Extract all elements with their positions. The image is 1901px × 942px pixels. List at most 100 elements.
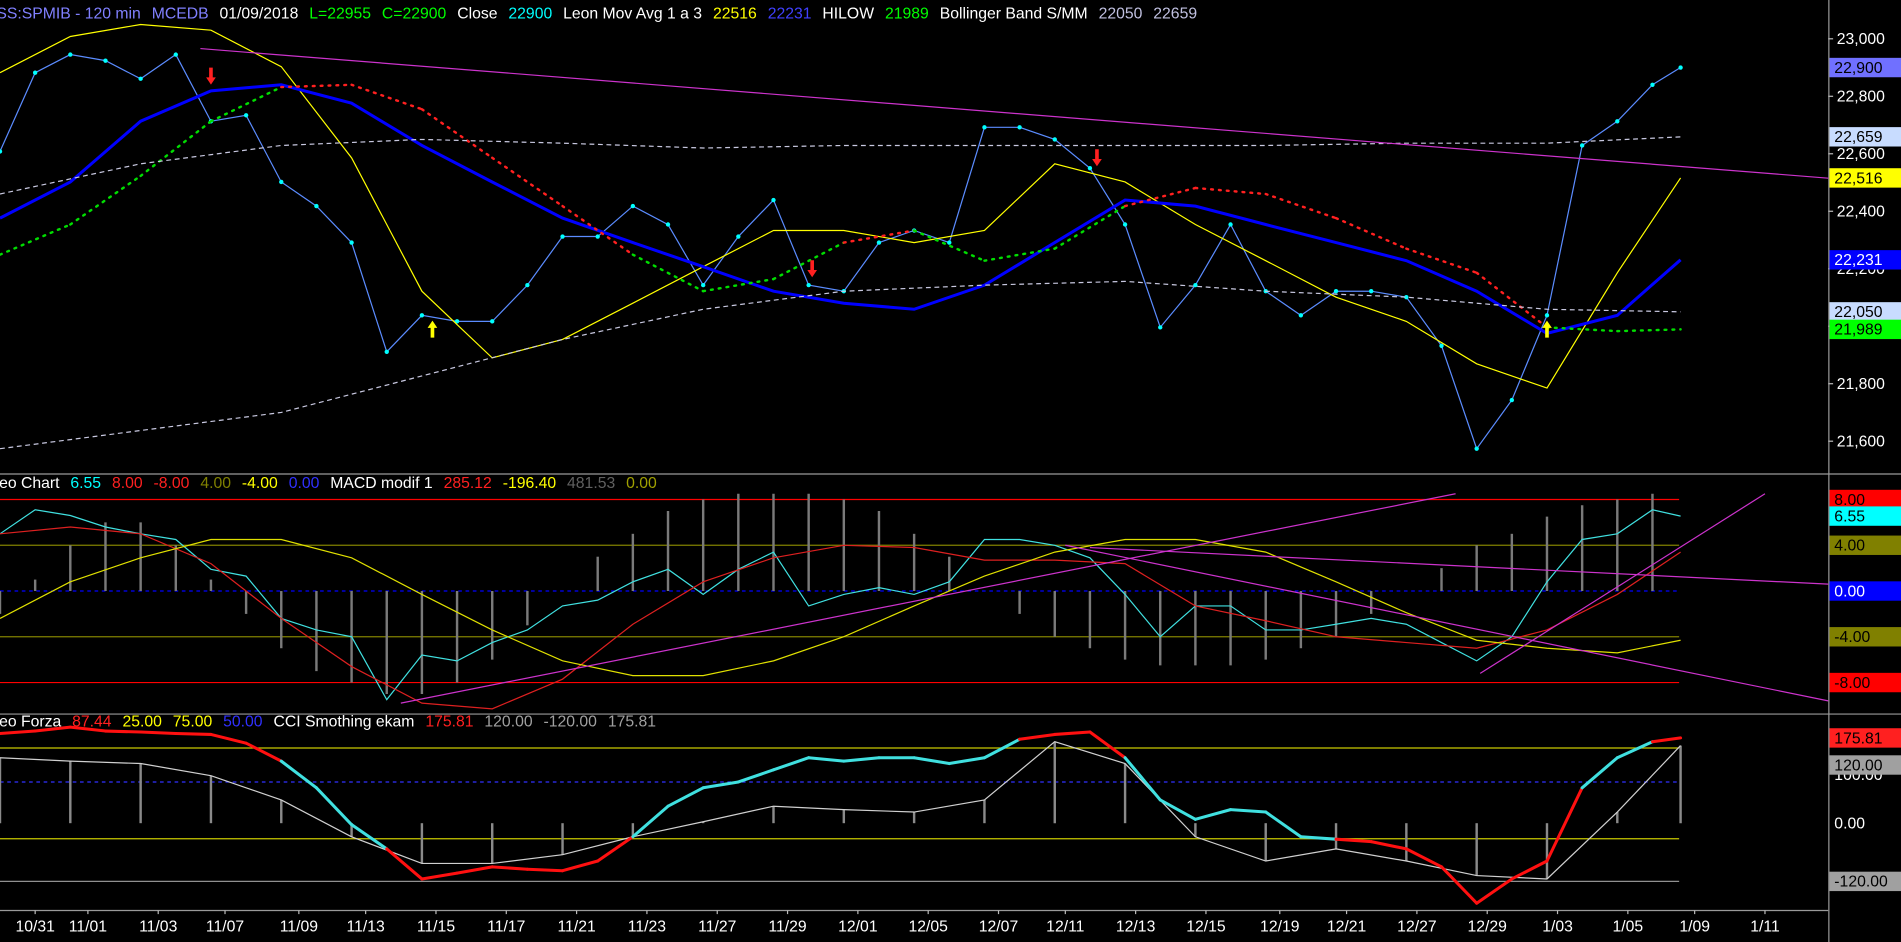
value-tag (1829, 319, 1901, 340)
hilow-segment (631, 253, 705, 293)
y-tick-label: 21,800 (1837, 376, 1885, 393)
header-text: 25.00 (122, 714, 162, 731)
header-text: MACD modif 1 (330, 475, 432, 492)
hilow-segment (772, 241, 846, 281)
x-tick-label: 11/29 (768, 919, 806, 936)
close-point (1298, 313, 1304, 318)
header-text: 87.44 (72, 714, 112, 731)
header-text: 4.00 (200, 475, 231, 492)
value-tag-label: 22,900 (1834, 60, 1882, 77)
x-tick-label: 12/21 (1327, 919, 1366, 936)
header-text: 175.81 (425, 714, 473, 731)
tick-box (1829, 581, 1901, 601)
value-tag (1829, 127, 1901, 147)
trendline (400, 493, 1456, 704)
header-text: 50.00 (223, 714, 263, 731)
forza-segment (1018, 732, 1057, 741)
forza-segment (33, 725, 72, 733)
close-point (1404, 295, 1409, 300)
trendline (1065, 544, 1829, 702)
x-tick-label: 12/13 (1116, 919, 1156, 936)
y-tick-label: -8.00 (1834, 675, 1870, 692)
forza-segment (1580, 756, 1619, 790)
value-tag-label: 6.55 (1834, 508, 1865, 525)
close-point (279, 179, 284, 185)
close-point (454, 319, 460, 324)
x-tick-label: 11/13 (347, 919, 385, 936)
forza-segment (1615, 740, 1654, 760)
header-text: 21989 (885, 6, 929, 23)
x-tick-label: 11/23 (628, 919, 666, 936)
forza-segment (314, 786, 354, 827)
hilow-segment (1053, 204, 1127, 250)
x-tick-label: 11/03 (139, 919, 177, 936)
x-tick-label: 11/21 (557, 919, 595, 936)
value-tag (1829, 57, 1901, 78)
forza-segment (385, 847, 424, 881)
forza-segment (0, 729, 37, 735)
forza-segment (807, 756, 846, 763)
hilow-segment (1616, 328, 1682, 333)
close-point (1615, 119, 1620, 124)
close-point (982, 125, 987, 130)
close-point (560, 234, 565, 239)
close-point (947, 240, 952, 245)
x-tick-label: 11/27 (698, 919, 736, 936)
forza-segment (279, 759, 318, 790)
hilow-segment (139, 120, 213, 178)
forza-segment (982, 737, 1022, 760)
forza-segment (1404, 847, 1444, 869)
header-text: 75.00 (173, 714, 213, 731)
forza-segment (1439, 865, 1479, 905)
forza-segment (771, 756, 811, 772)
band-line (0, 136, 1681, 195)
close-point (103, 58, 108, 63)
header-text: 22900 (508, 6, 552, 23)
header-text: 175.81 (608, 714, 656, 731)
forza-segment (947, 756, 986, 766)
header-text: Leo Forza (0, 714, 61, 731)
forza-segment (490, 865, 529, 871)
forza-segment (1510, 859, 1549, 881)
signal-arrow (1092, 149, 1102, 167)
close-point (1228, 222, 1233, 227)
header-text: Leon Mov Avg 1 a 3 (563, 6, 702, 23)
close-point (1474, 446, 1479, 451)
x-tick-label: 1/11 (1750, 919, 1779, 936)
close-point (1333, 288, 1339, 294)
header-text: 0.00 (289, 475, 320, 492)
x-tick-label: 1/05 (1613, 919, 1644, 936)
header-text: -196.40 (503, 475, 557, 492)
forza-segment (1299, 835, 1338, 841)
x-tick-label: 12/29 (1468, 919, 1508, 936)
y-tick-label: 0.00 (1834, 816, 1865, 833)
forza-segment (139, 730, 178, 735)
trendline (1089, 546, 1829, 585)
tick-box (1829, 535, 1901, 555)
forza-segment (596, 835, 635, 863)
close-point (0, 149, 3, 154)
header-text: -4.00 (242, 475, 278, 492)
forza-segment (244, 741, 283, 763)
x-tick-label: 11/09 (280, 919, 318, 936)
x-tick-label: 1/09 (1679, 919, 1710, 936)
tick-box (1829, 489, 1901, 510)
header-text: HILOW (822, 6, 874, 23)
close-point (1579, 143, 1585, 148)
trendline (1479, 493, 1766, 674)
forza-segment (631, 804, 670, 839)
series-line (0, 526, 1681, 710)
header-text: 22516 (713, 6, 757, 23)
y-tick-label: 22,600 (1837, 146, 1885, 163)
forza-segment (1229, 808, 1268, 814)
x-tick-label: 11/01 (69, 919, 107, 936)
value-tag (1829, 302, 1901, 322)
header-text: Leo Chart (0, 475, 60, 492)
hilow-segment (561, 204, 635, 256)
close-point (1439, 343, 1444, 348)
forza-segment (666, 786, 705, 808)
value-tag (1829, 168, 1901, 188)
forza-segment (1545, 786, 1584, 863)
forza-segment (1475, 877, 1514, 905)
